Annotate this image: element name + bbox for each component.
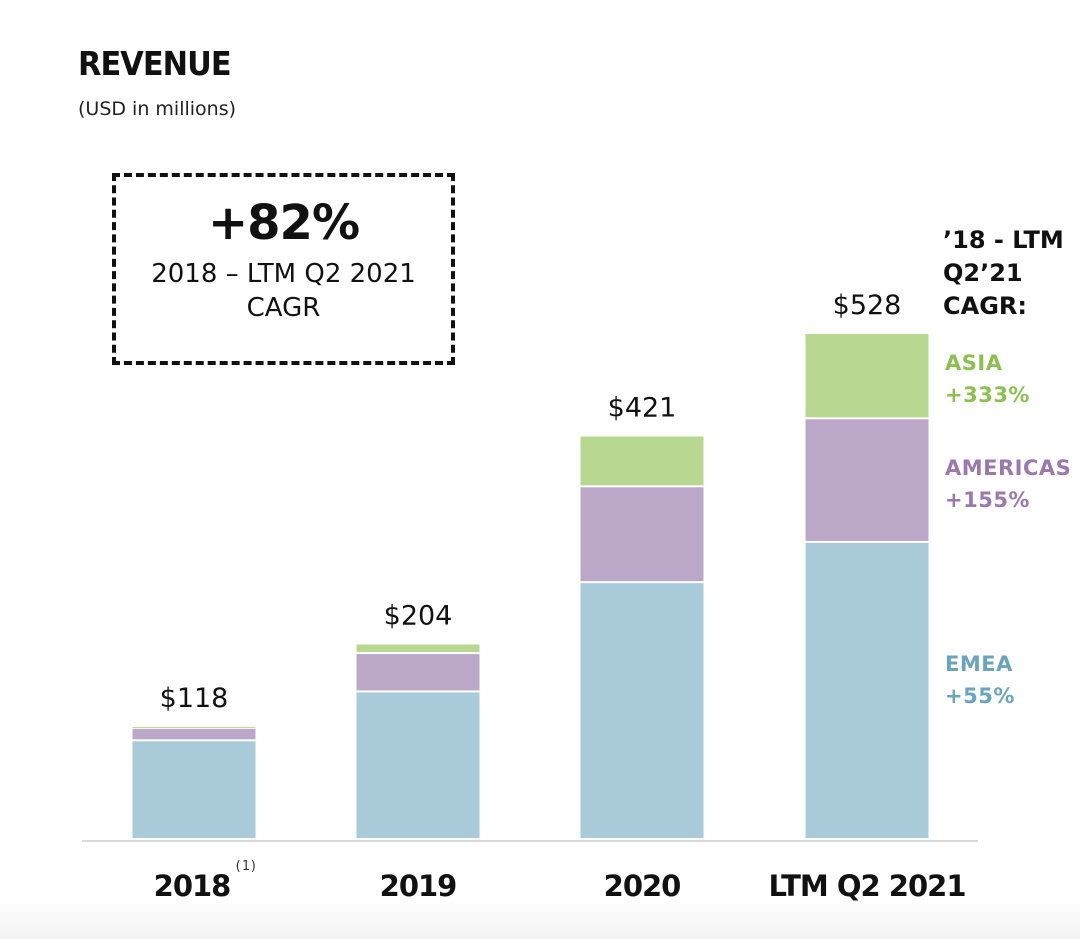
legend-name: AMERICAS xyxy=(945,456,1072,480)
cagr-period: 2018 – LTM Q2 2021 xyxy=(151,259,416,289)
chart-subtitle: (USD in millions) xyxy=(78,98,237,120)
legend-header: ’18 - LTM Q2’21 CAGR: xyxy=(943,224,1064,323)
bar-segment-americas-1 xyxy=(356,654,480,691)
labels-group: $118 2018(1) $204 2019 $421 2020 $528 LTM Q2 20… xyxy=(154,290,967,903)
legend-growth: +333% xyxy=(945,383,1030,407)
x-tick-label: LTM Q2 2021 xyxy=(768,869,965,903)
legend-item-asia: ASIA +333% xyxy=(945,347,1030,411)
bar-segment-emea-1 xyxy=(356,692,480,838)
bar-total-label: $118 xyxy=(160,683,229,714)
footnote-marker: (1) xyxy=(234,859,257,874)
x-tick-label: 2019 xyxy=(380,869,457,903)
bar-segment-emea-3 xyxy=(805,542,929,838)
bar-segment-americas-2 xyxy=(580,487,704,582)
legend-growth: +155% xyxy=(945,488,1030,512)
cagr-value: +82% xyxy=(207,195,360,251)
legend-name: EMEA xyxy=(945,652,1013,676)
bar-segment-emea-0 xyxy=(132,741,256,838)
bar-segment-asia-2 xyxy=(580,436,704,486)
bar-segment-asia-3 xyxy=(805,334,929,418)
legend-item-emea: EMEA +55% xyxy=(945,648,1015,712)
bars-group xyxy=(132,334,929,838)
bar-total-label: $204 xyxy=(384,601,453,632)
legend-header-line: ’18 - LTM xyxy=(943,226,1064,254)
cagr-label: CAGR xyxy=(246,293,321,323)
bar-segment-americas-3 xyxy=(805,419,929,541)
legend-item-americas: AMERICAS +155% xyxy=(945,452,1071,516)
legend-name: ASIA xyxy=(945,351,1003,375)
bar-segment-emea-2 xyxy=(580,583,704,838)
x-tick-label: 2018 xyxy=(154,869,231,903)
bar-segment-americas-0 xyxy=(132,728,256,740)
legend-header-line: CAGR: xyxy=(943,292,1027,320)
chart-title: REVENUE xyxy=(78,44,232,83)
bar-total-label: $421 xyxy=(608,393,677,424)
x-tick-label: 2020 xyxy=(604,869,681,903)
bar-segment-asia-1 xyxy=(356,644,480,653)
legend-growth: +55% xyxy=(945,684,1015,708)
bar-segment-asia-0 xyxy=(132,726,256,728)
bar-total-label: $528 xyxy=(833,290,902,321)
cagr-callout-box: +82% 2018 – LTM Q2 2021 CAGR xyxy=(112,173,455,365)
legend-header-line: Q2’21 xyxy=(943,259,1023,287)
